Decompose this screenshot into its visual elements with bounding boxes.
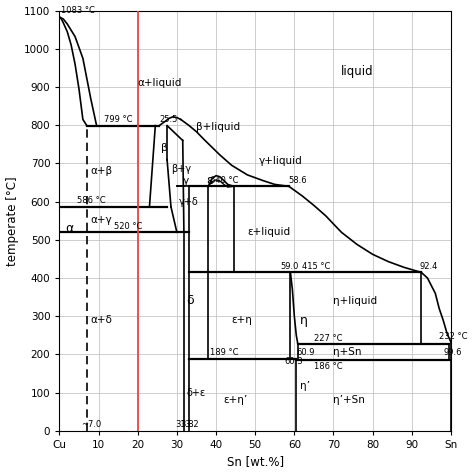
Text: 58.6: 58.6 bbox=[289, 176, 308, 185]
Text: 232 °C: 232 °C bbox=[439, 332, 468, 341]
Text: 640 °C: 640 °C bbox=[210, 176, 238, 185]
Text: ~7.0: ~7.0 bbox=[81, 420, 101, 429]
Text: 59.0: 59.0 bbox=[281, 262, 299, 271]
Text: 586 °C: 586 °C bbox=[77, 196, 106, 205]
Text: η’+Sn: η’+Sn bbox=[334, 395, 365, 405]
Text: 31.8: 31.8 bbox=[175, 420, 193, 429]
Text: 520 °C: 520 °C bbox=[114, 222, 143, 231]
Text: 1083 °C: 1083 °C bbox=[61, 6, 94, 15]
Text: 189 °C: 189 °C bbox=[210, 348, 238, 357]
Text: δ+ε: δ+ε bbox=[187, 388, 206, 398]
Text: 33.2: 33.2 bbox=[180, 420, 199, 429]
Text: 799 °C: 799 °C bbox=[104, 115, 133, 124]
X-axis label: Sn [wt.%]: Sn [wt.%] bbox=[227, 456, 284, 468]
Text: γ: γ bbox=[183, 175, 189, 186]
Text: 415 °C: 415 °C bbox=[302, 262, 330, 271]
Text: β+liquid: β+liquid bbox=[196, 122, 241, 132]
Text: 92.4: 92.4 bbox=[419, 262, 438, 271]
Text: 186 °C: 186 °C bbox=[314, 362, 343, 371]
Text: α+β: α+β bbox=[91, 166, 113, 176]
Text: ε+liquid: ε+liquid bbox=[247, 227, 291, 237]
Text: η+Sn: η+Sn bbox=[334, 347, 362, 357]
Text: η+liquid: η+liquid bbox=[334, 296, 378, 306]
Text: δ: δ bbox=[187, 294, 194, 308]
Text: liquid: liquid bbox=[341, 65, 374, 78]
Text: β: β bbox=[161, 143, 168, 153]
Text: α+γ: α+γ bbox=[91, 215, 112, 225]
Text: α+liquid: α+liquid bbox=[138, 78, 182, 88]
Text: α+δ: α+δ bbox=[91, 315, 113, 325]
Text: 60.3: 60.3 bbox=[284, 357, 303, 366]
Text: η’: η’ bbox=[300, 381, 310, 391]
Text: 60.9: 60.9 bbox=[296, 348, 315, 357]
Text: 25.5: 25.5 bbox=[159, 115, 178, 124]
Text: ε+η: ε+η bbox=[232, 315, 253, 325]
Text: β+γ: β+γ bbox=[171, 164, 191, 174]
Text: γ+liquid: γ+liquid bbox=[259, 156, 303, 166]
Text: ε: ε bbox=[206, 174, 213, 187]
Y-axis label: temperate [°C]: temperate [°C] bbox=[6, 176, 18, 265]
Text: α: α bbox=[65, 222, 73, 235]
Text: γ+δ: γ+δ bbox=[179, 197, 199, 207]
Text: 99.6: 99.6 bbox=[443, 348, 462, 357]
Text: 227 °C: 227 °C bbox=[314, 334, 342, 343]
Text: ε+η’: ε+η’ bbox=[224, 395, 248, 405]
Text: η: η bbox=[300, 314, 308, 327]
